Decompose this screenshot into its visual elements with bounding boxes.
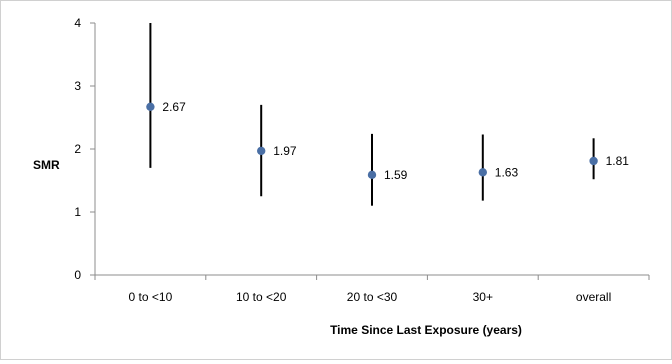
data-point: [146, 102, 155, 111]
data-label: 1.97: [273, 144, 297, 158]
data-label: 2.67: [162, 100, 186, 114]
x-tick-label: 0 to <10: [129, 290, 173, 304]
x-tick-label: 30+: [473, 290, 493, 304]
x-tick-label: 10 to <20: [236, 290, 287, 304]
data-label: 1.59: [384, 168, 408, 182]
y-tick-label: 4: [74, 16, 81, 30]
data-point: [257, 146, 266, 156]
x-tick-label: 20 to <30: [347, 290, 398, 304]
y-axis-label: SMR: [33, 158, 60, 172]
data-point: [478, 168, 487, 177]
data-marks: 2.67 1.97 1.59 1.63 1.81: [146, 23, 629, 206]
x-ticks: 0 to <10 10 to <20 20 to <30 30+ overall: [94, 275, 650, 304]
data-point: [367, 170, 377, 180]
data-label: 1.81: [606, 154, 630, 168]
y-ticks: 0 1 2 3 4: [74, 16, 95, 282]
y-tick-label: 1: [74, 205, 81, 219]
data-label: 1.63: [495, 165, 519, 179]
data-point: [589, 156, 598, 166]
y-tick-label: 0: [74, 268, 81, 282]
y-tick-label: 2: [74, 142, 81, 156]
x-tick-label: overall: [576, 290, 611, 304]
x-axis-label: Time Since Last Exposure (years): [330, 323, 522, 337]
y-tick-label: 3: [74, 79, 81, 93]
